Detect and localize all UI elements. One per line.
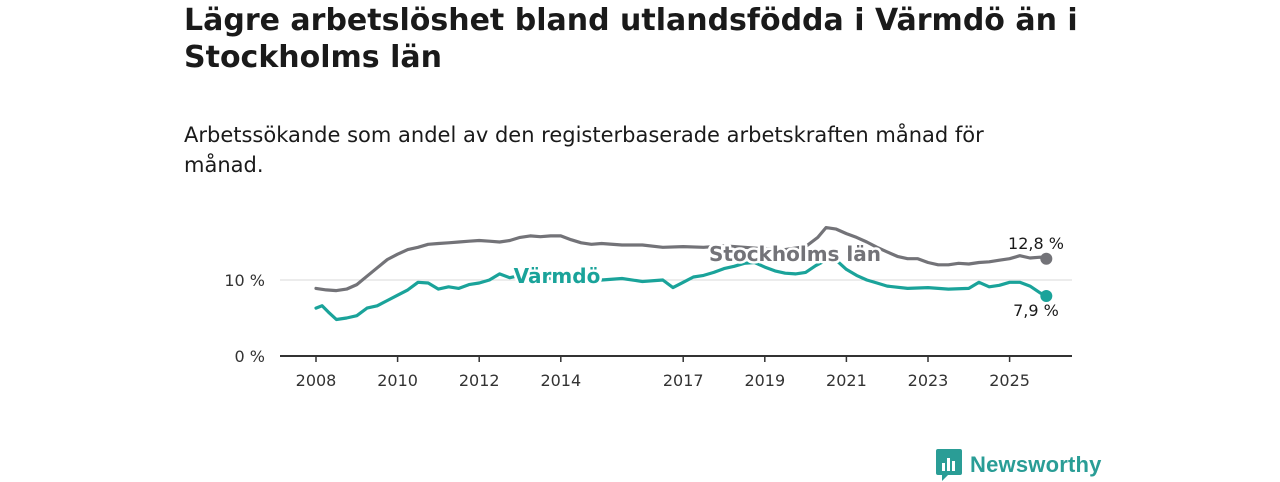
y-tick-label: 0 % — [235, 347, 265, 366]
end-label-stockholms-lan: 12,8 % — [1008, 234, 1064, 253]
x-tick-label: 2021 — [826, 371, 867, 390]
x-tick-label: 2008 — [296, 371, 337, 390]
newsworthy-logo-text: Newsworthy — [970, 452, 1102, 477]
x-tick-label: 2010 — [377, 371, 418, 390]
x-tick-label: 2019 — [744, 371, 785, 390]
series-line-varmdo — [314, 258, 1048, 322]
end-label-varmdo: 7,9 % — [1013, 301, 1059, 320]
series-line-stockholms-lan — [314, 226, 1048, 293]
chart-title: Lägre arbetslöshet bland utlandsfödda i … — [184, 3, 1078, 75]
series-label-varmdo: Värmdö — [514, 264, 601, 288]
x-tick-label: 2014 — [540, 371, 581, 390]
y-tick-label: 10 % — [224, 271, 265, 290]
x-tick-label: 2012 — [459, 371, 500, 390]
chart-subtitle: Arbetssökande som andel av den registerb… — [184, 123, 984, 177]
x-tick-label: 2017 — [663, 371, 704, 390]
newsworthy-logo-icon — [936, 449, 962, 481]
x-tick-label: 2025 — [989, 371, 1030, 390]
series-label-stockholms-lan: Stockholms län — [709, 242, 881, 266]
x-tick-label: 2023 — [908, 371, 949, 390]
newsworthy-logo: Newsworthy — [936, 448, 1102, 482]
end-point-varmdo — [1040, 289, 1053, 302]
end-point-stockholms-lan — [1040, 252, 1053, 265]
